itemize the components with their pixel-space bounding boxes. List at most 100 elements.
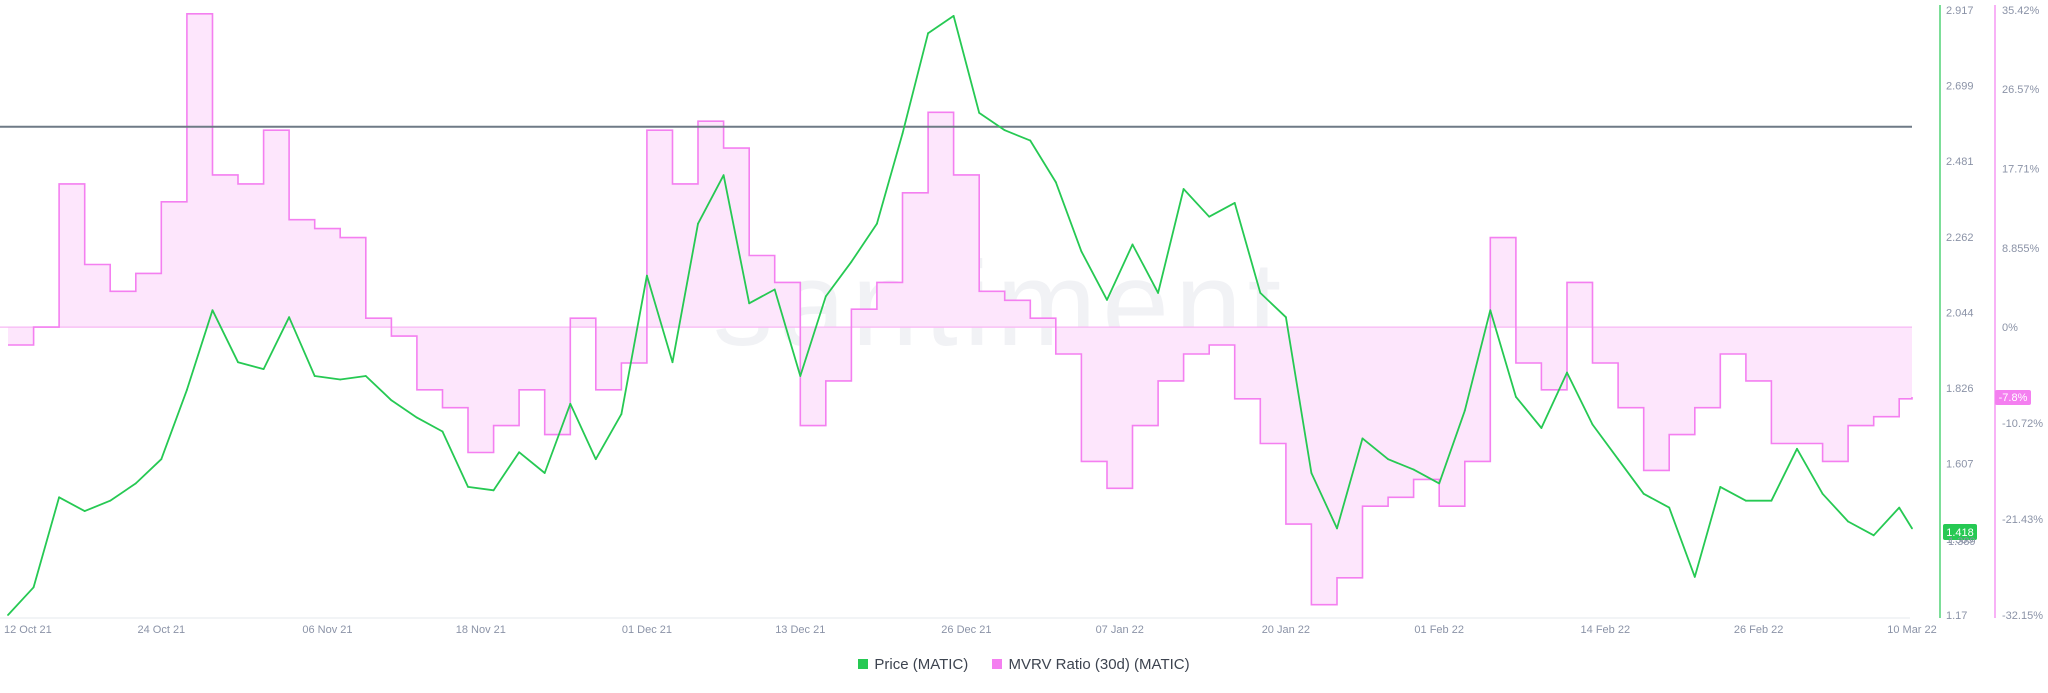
price-prev-label: 1.389: [1948, 536, 1976, 548]
price-point: [1719, 485, 1722, 488]
price-point: [978, 111, 981, 114]
price-point: [569, 402, 572, 405]
price-current-badge-bg: [1943, 524, 1977, 540]
price-point: [32, 586, 35, 589]
price-point: [671, 361, 674, 364]
price-point: [1106, 298, 1108, 301]
price-point: [109, 499, 112, 502]
x-tick-label: 13 Dec 21: [775, 624, 825, 636]
price-point: [1770, 499, 1773, 502]
price-point: [1847, 520, 1850, 523]
mvrv-axis-ticks: 35.42% 26.57% 17.71% 8.855% 0% -10.72% -21.43%…: [2002, 5, 2043, 622]
price-point: [1617, 458, 1619, 461]
price-point: [1284, 316, 1287, 319]
price-point: [1336, 527, 1338, 530]
price-point: [1566, 371, 1568, 374]
mvrv-tick-label: 26.57%: [2002, 84, 2040, 96]
price-point: [1080, 250, 1083, 253]
price-point: [1310, 472, 1313, 474]
legend-mvrv-label: MVRV Ratio (30d) (MATIC): [1008, 656, 1190, 673]
price-point: [1796, 447, 1798, 450]
x-tick-label: 24 Oct 21: [137, 624, 185, 636]
price-tick-label: 1.826: [1946, 383, 1974, 395]
price-point: [1872, 534, 1875, 537]
x-tick-label: 10 Mar 22: [1887, 624, 1937, 636]
x-tick-label: 20 Jan 22: [1262, 624, 1310, 636]
price-point: [1361, 437, 1364, 440]
price-point: [646, 274, 648, 277]
price-point: [722, 174, 725, 177]
x-tick-label: 14 Feb 22: [1581, 624, 1631, 636]
mvrv-swatch-icon: [992, 659, 1003, 670]
price-tick-label: 1.607: [1946, 459, 1974, 471]
price-tick-label: 2.044: [1946, 307, 1974, 319]
price-tick-label: 2.917: [1946, 5, 1974, 17]
price-point: [1003, 129, 1006, 132]
price-point: [1233, 201, 1236, 204]
price-point: [339, 378, 342, 381]
mvrv-area: [8, 13, 1912, 605]
price-point: [697, 222, 699, 225]
x-tick-label: 01 Feb 22: [1414, 624, 1464, 636]
price-point: [518, 451, 521, 454]
price-point: [1131, 243, 1134, 246]
price-point: [467, 485, 469, 488]
mvrv-tick-label: -10.72%: [2002, 418, 2043, 430]
mvrv-tick-label: 17.71%: [2002, 164, 2040, 176]
price-point: [1438, 482, 1441, 485]
price-point: [1898, 506, 1901, 509]
legend-price-label: Price (MATIC): [874, 656, 969, 673]
price-point: [416, 416, 418, 419]
price-point: [901, 132, 904, 135]
price-axis-ticks: 2.917 2.699 2.481 2.262 2.044 1.826 1.607 1.389…: [1946, 5, 1974, 622]
price-point: [594, 458, 597, 461]
mvrv-current-badge-bg: [1995, 390, 2031, 405]
price-point: [313, 375, 316, 377]
price-series: [7, 14, 1913, 616]
price-point: [134, 482, 137, 485]
price-point: [799, 375, 802, 377]
price-point: [1029, 139, 1032, 142]
x-tick-label: 26 Feb 22: [1734, 624, 1784, 636]
price-point: [1514, 395, 1517, 398]
mvrv-tick-label: -32.15%: [2002, 610, 2043, 622]
price-point: [262, 368, 265, 371]
price-point: [1463, 409, 1466, 412]
price-point: [1412, 468, 1415, 471]
price-point: [1208, 215, 1211, 218]
mvrv-current-badge: -7.8%: [1995, 390, 2031, 405]
price-point: [1821, 492, 1824, 495]
legend: Price (MATIC) MVRV Ratio (30d) (MATIC): [0, 656, 2048, 673]
price-point: [620, 413, 623, 416]
price-point: [543, 472, 546, 474]
price-current-badge: 1.418: [1943, 524, 1977, 540]
legend-item-mvrv[interactable]: MVRV Ratio (30d) (MATIC): [992, 656, 1190, 673]
price-point: [185, 388, 188, 391]
price-tick-label: 2.262: [1946, 232, 1974, 244]
mvrv-tick-label: 35.42%: [2002, 5, 2040, 17]
price-point: [1157, 292, 1159, 294]
price-point: [364, 375, 367, 377]
price-point: [1642, 492, 1645, 495]
mvrv-series: [0, 13, 1913, 606]
price-point: [83, 510, 86, 513]
price-point: [441, 430, 444, 433]
price-swatch-icon: [858, 659, 869, 670]
x-tick-label: 18 Nov 21: [456, 624, 506, 636]
price-point: [1591, 423, 1594, 426]
price-point: [160, 458, 163, 461]
price-point: [952, 14, 955, 17]
x-tick-label: 12 Oct 21: [4, 624, 52, 636]
price-point: [390, 399, 393, 402]
x-tick-label: 26 Dec 21: [941, 624, 991, 636]
x-tick-label: 07 Jan 22: [1096, 624, 1144, 636]
mvrv-tick-label: -21.43%: [2002, 514, 2043, 526]
mvrv-tick-label: 8.855%: [2002, 243, 2040, 255]
price-point: [1182, 188, 1185, 190]
x-tick-label: 01 Dec 21: [622, 624, 672, 636]
price-point: [1259, 292, 1262, 294]
price-point: [850, 260, 853, 263]
price-current-value: 1.418: [1946, 527, 1974, 539]
legend-item-price[interactable]: Price (MATIC): [858, 656, 968, 673]
